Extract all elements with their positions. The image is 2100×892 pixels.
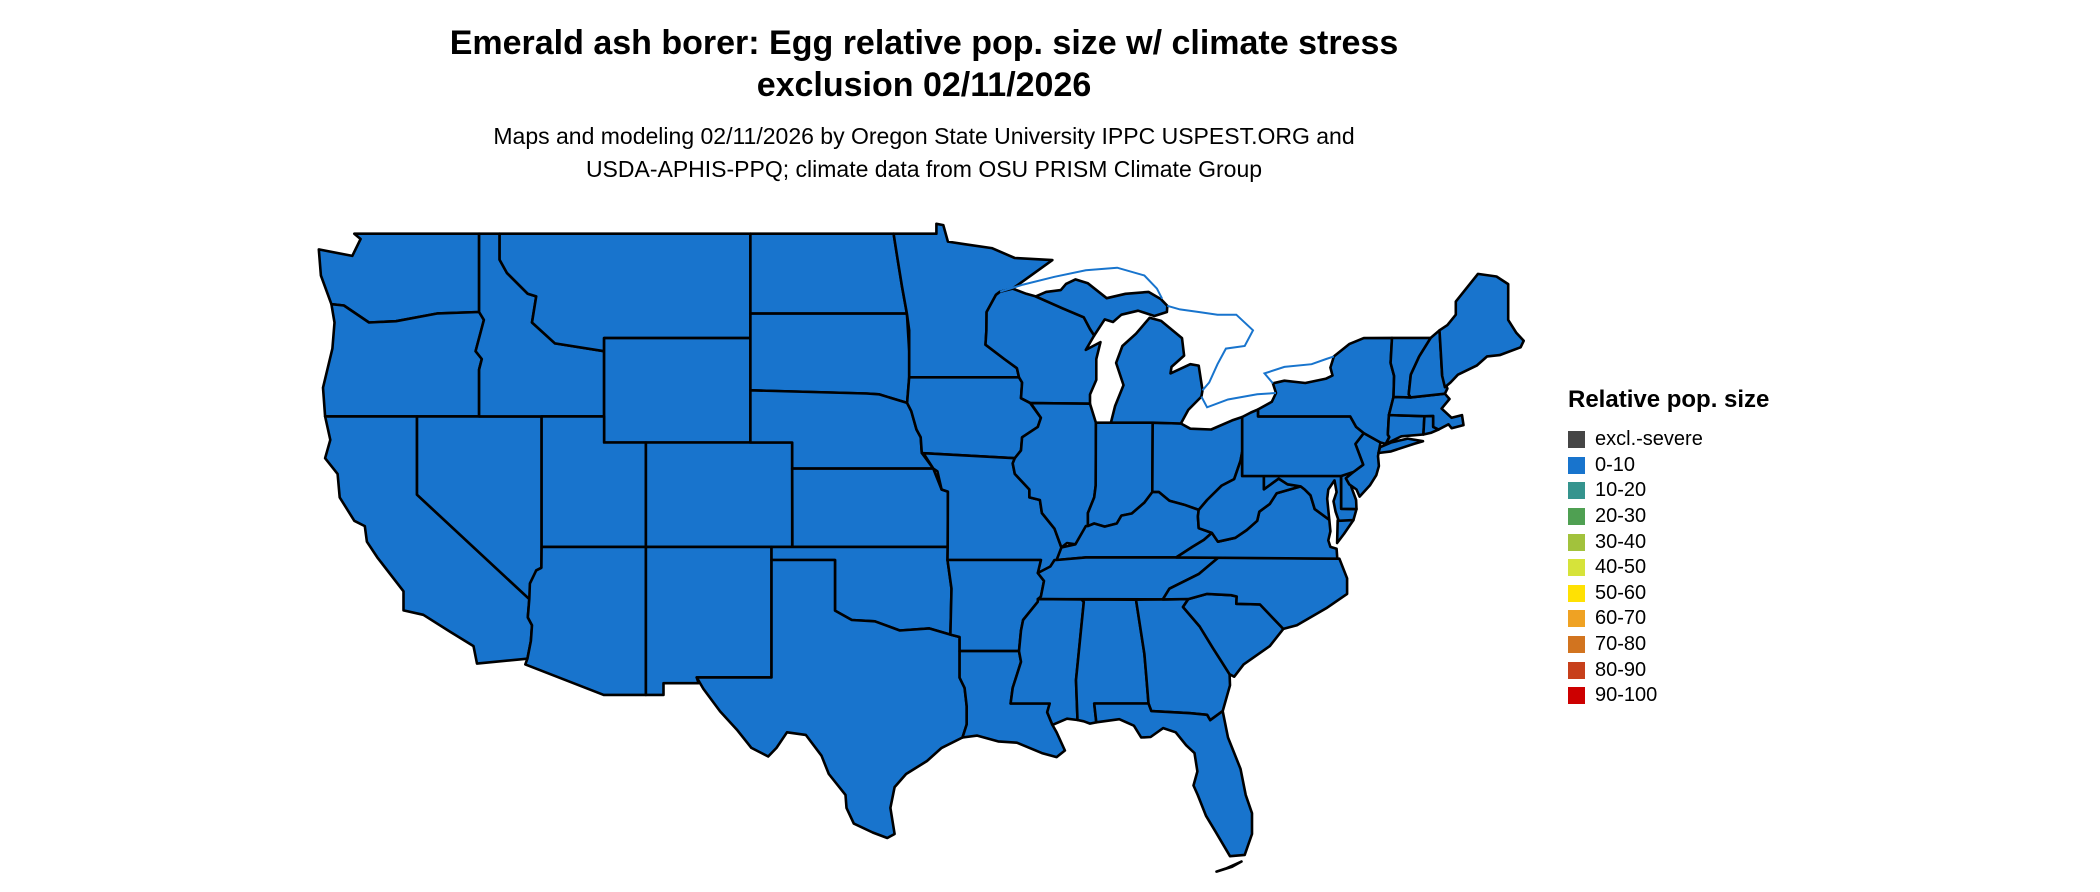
state-ks bbox=[790, 467, 950, 549]
legend-items: excl.-severe 0-10 10-20 20-30 30-40 40-50 50-6… bbox=[1568, 427, 1769, 709]
legend-swatch bbox=[1568, 456, 1585, 474]
state-wy bbox=[602, 336, 752, 444]
state-pa bbox=[1240, 408, 1366, 478]
state-az bbox=[524, 545, 648, 697]
legend-label: 90-100 bbox=[1595, 684, 1658, 707]
legend-swatch bbox=[1568, 636, 1585, 654]
legend-label: 10-20 bbox=[1595, 479, 1647, 502]
chart-title-line1: Emerald ash borer: Egg relative pop. siz… bbox=[449, 24, 1399, 62]
legend-row: 10-20 bbox=[1568, 478, 1769, 504]
legend-row: 40-50 bbox=[1568, 555, 1769, 581]
lake-shore-outline bbox=[1262, 355, 1335, 384]
legend-title: Relative pop. size bbox=[1568, 386, 1770, 413]
legend-label: 50-60 bbox=[1595, 581, 1647, 604]
lake-shore-outline bbox=[1167, 304, 1255, 391]
legend-swatch bbox=[1568, 584, 1585, 602]
state-me bbox=[1438, 272, 1525, 389]
legend-label: 0-10 bbox=[1595, 453, 1636, 476]
lake-shore-outline bbox=[999, 266, 1163, 300]
legend-swatch bbox=[1568, 431, 1585, 449]
legend-row: 90-100 bbox=[1568, 683, 1769, 709]
legend-label: 60-70 bbox=[1595, 607, 1647, 630]
state-co bbox=[644, 441, 794, 549]
legend-row: 50-60 bbox=[1568, 581, 1769, 607]
legend-row: 0-10 bbox=[1568, 453, 1769, 479]
legend-row: 80-90 bbox=[1568, 657, 1769, 683]
chart-title-line2: exclusion 02/11/2026 bbox=[756, 66, 1092, 104]
state-ma bbox=[1387, 392, 1465, 431]
chart-header: Emerald ash borer: Egg relative pop. siz… bbox=[174, 22, 1674, 186]
legend-row: excl.-severe bbox=[1568, 427, 1769, 453]
chart-subtitle: Maps and modeling 02/11/2026 by Oregon S… bbox=[174, 120, 1674, 186]
legend-label: excl.-severe bbox=[1595, 428, 1703, 451]
state-tx bbox=[695, 558, 968, 840]
state-or bbox=[321, 302, 486, 418]
legend-label: 20-30 bbox=[1595, 505, 1647, 528]
legend-label: 80-90 bbox=[1595, 658, 1647, 681]
legend-row: 70-80 bbox=[1568, 632, 1769, 658]
chart-subtitle-line1: Maps and modeling 02/11/2026 by Oregon S… bbox=[493, 123, 1355, 149]
legend-label: 30-40 bbox=[1595, 530, 1647, 553]
lake-shore-outline bbox=[1200, 392, 1277, 409]
legend-label: 70-80 bbox=[1595, 633, 1647, 656]
legend-row: 60-70 bbox=[1568, 606, 1769, 632]
legend-row: 20-30 bbox=[1568, 504, 1769, 530]
state-sd bbox=[749, 312, 911, 405]
legend-swatch bbox=[1568, 661, 1585, 679]
legend-swatch bbox=[1568, 687, 1585, 705]
legend-swatch bbox=[1568, 508, 1585, 526]
legend-swatch bbox=[1568, 559, 1585, 577]
legend-label: 40-50 bbox=[1595, 556, 1647, 579]
state-nc bbox=[1161, 556, 1349, 631]
state-nm bbox=[644, 545, 773, 697]
legend-swatch bbox=[1568, 533, 1585, 551]
state-mi bbox=[1034, 278, 1204, 425]
state-md bbox=[1262, 474, 1358, 523]
map-legend: Relative pop. size excl.-severe 0-10 10-20… bbox=[1568, 386, 1769, 709]
chart-subtitle-line2: USDA-APHIS-PPQ; climate data from OSU PR… bbox=[585, 156, 1263, 182]
state-nd bbox=[749, 232, 909, 315]
legend-swatch bbox=[1568, 482, 1585, 500]
legend-row: 30-40 bbox=[1568, 529, 1769, 555]
state-fl bbox=[1092, 702, 1254, 873]
legend-swatch bbox=[1568, 610, 1585, 628]
